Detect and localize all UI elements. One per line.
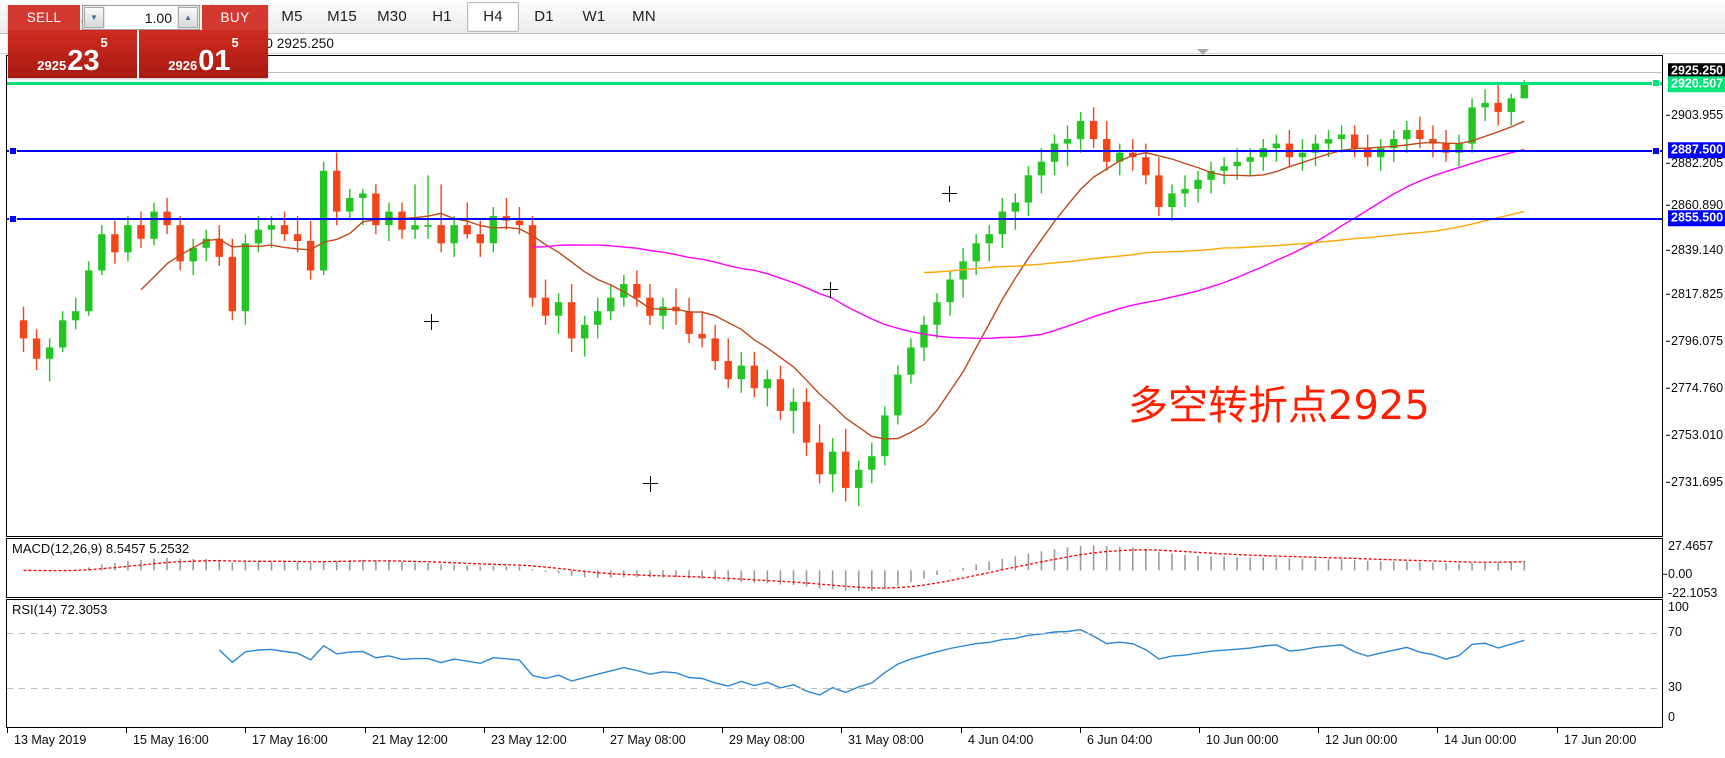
buy-price-pips: 01 (198, 45, 231, 78)
rsi-tick-0: 0 (1668, 709, 1675, 724)
hline-2887-right-anchor[interactable] (1652, 147, 1660, 155)
time-tick: 23 May 12:00 (484, 728, 567, 747)
rsi-level-70-line (7, 633, 1662, 634)
time-tick: 17 Jun 20:00 (1557, 728, 1636, 747)
bid-price-line (7, 82, 1662, 85)
price-tick-2882: 2882.205 (1666, 157, 1723, 170)
timeframe-m15[interactable]: M15 (327, 8, 357, 25)
timeframe-d1[interactable]: D1 (534, 8, 554, 25)
hline-2887-left-anchor[interactable] (9, 147, 17, 155)
sell-price-big-figure: 2925 (37, 58, 67, 73)
sell-button[interactable]: SELL (8, 5, 80, 30)
price-tick-2903: 2903.955 (1666, 109, 1723, 122)
time-tick: 31 May 08:00 (841, 728, 924, 747)
time-tick: 17 May 16:00 (245, 728, 328, 747)
rsi-label: RSI(14) 72.3053 (12, 602, 112, 617)
buy-price-big-figure: 2926 (168, 58, 198, 73)
price-pane[interactable] (6, 49, 1663, 537)
chart-area: MACD(12,26,9) 8.5457 5.2532 RSI(14) 72.3… (0, 49, 1725, 758)
time-axis[interactable]: 13 May 2019 15 May 16:00 17 May 16:00 21 Ma… (6, 727, 1663, 758)
main-toolbar: E F A T ▾ (0, 0, 1725, 34)
timeframe-mn[interactable]: MN (632, 8, 656, 25)
buy-button[interactable]: BUY (202, 5, 268, 30)
hline-2887-label: 2887.500 (1668, 142, 1725, 158)
buy-price-fraction: 5 (231, 35, 239, 50)
hline-2887[interactable] (7, 150, 1662, 152)
rsi-tick-100: 100 (1668, 599, 1689, 614)
hline-2855-label: 2855.500 (1668, 210, 1725, 226)
price-tick-2817: 2817.825 (1666, 288, 1723, 301)
chart-top-pointer (1197, 49, 1209, 55)
timeframe-m5[interactable]: M5 (281, 8, 303, 25)
timeframe-h4[interactable]: H4 (467, 1, 519, 32)
time-tick: 27 May 08:00 (603, 728, 686, 747)
time-tick: 29 May 08:00 (722, 728, 805, 747)
timeframe-m30[interactable]: M30 (377, 8, 407, 25)
time-tick: 10 Jun 00:00 (1199, 728, 1278, 747)
macd-tick-min: -22.1053 (1668, 585, 1718, 600)
macd-series (23, 545, 1526, 592)
bid-line-anchor[interactable] (1652, 79, 1660, 87)
time-tick: 15 May 16:00 (126, 728, 209, 747)
rsi-axis[interactable]: 100 70 30 0 (1663, 599, 1725, 731)
volume-decrease-button[interactable]: ▼ (84, 7, 104, 28)
macd-axis[interactable]: 27.4657 0.00 -22.1053 (1663, 538, 1725, 600)
macd-tick-zero: 0.00 (1663, 568, 1692, 581)
price-tick-2774: 2774.760 (1666, 382, 1723, 395)
last-price-label: 2925.250 (1668, 63, 1725, 79)
sell-price-display[interactable]: 2925 23 5 (8, 30, 137, 78)
rsi-series (218, 628, 1525, 696)
rsi-level-30-line (7, 688, 1662, 689)
buy-price-display[interactable]: 2926 01 5 (137, 30, 268, 78)
time-tick: 6 Jun 04:00 (1080, 728, 1152, 747)
rsi-tick-70: 70 (1668, 624, 1682, 639)
candlestick-series (19, 80, 1528, 507)
macd-label: MACD(12,26,9) 8.5457 5.2532 (12, 541, 194, 556)
time-tick: 13 May 2019 (7, 728, 86, 747)
rsi-tick-30: 30 (1668, 679, 1682, 694)
volume-increase-button[interactable]: ▲ (178, 7, 198, 28)
timeframe-h1[interactable]: H1 (432, 8, 452, 25)
price-tick-2860: 2860.890 (1666, 199, 1723, 212)
one-click-trading-panel[interactable]: SELL ▼ 1.00 ▲ BUY 2925 23 5 2926 01 5 (8, 5, 268, 78)
time-tick: 4 Jun 04:00 (961, 728, 1033, 747)
hline-2855[interactable] (7, 218, 1662, 220)
sell-price-fraction: 5 (100, 35, 108, 50)
bid-price-label: 2920.507 (1668, 76, 1725, 92)
time-tick: 21 May 12:00 (365, 728, 448, 747)
price-tick-2839: 2839.140 (1666, 244, 1723, 257)
timeframe-w1[interactable]: W1 (582, 8, 606, 25)
price-tick-2753: 2753.010 (1666, 429, 1723, 442)
price-axis[interactable]: 2925.250 2920.507 2903.955 2887.500 2882… (1663, 55, 1725, 537)
volume-input[interactable]: 1.00 (105, 6, 177, 29)
volume-stepper[interactable]: ▼ 1.00 ▲ (82, 5, 200, 30)
price-tick-2796: 2796.075 (1666, 335, 1723, 348)
chart-annotation[interactable]: 多空转折点2925 (1128, 383, 1430, 429)
hline-2855-left-anchor[interactable] (9, 215, 17, 223)
rsi-pane[interactable]: RSI(14) 72.3053 (6, 599, 1663, 731)
last-price-line (7, 72, 1662, 73)
time-tick: 14 Jun 00:00 (1437, 728, 1516, 747)
macd-tick-max: 27.4657 (1668, 538, 1714, 553)
price-tick-2731: 2731.695 (1666, 476, 1723, 489)
sell-price-pips: 23 (67, 45, 100, 78)
macd-pane[interactable]: MACD(12,26,9) 8.5457 5.2532 (6, 538, 1663, 598)
time-tick: 12 Jun 00:00 (1318, 728, 1397, 747)
